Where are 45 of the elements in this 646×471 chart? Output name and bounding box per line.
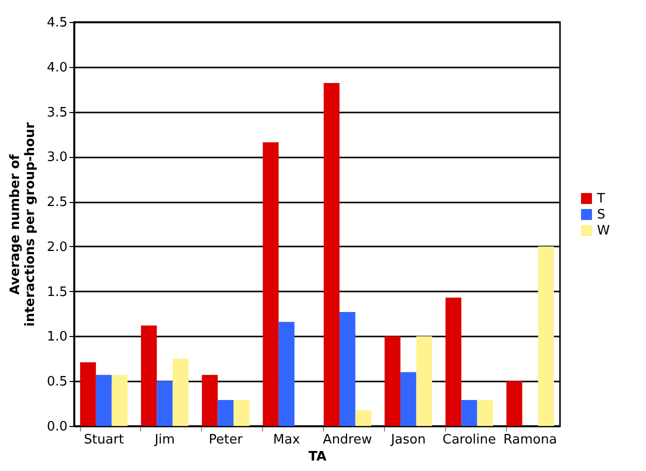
- bar: [80, 362, 96, 426]
- y-tick-label: 0.5: [46, 374, 68, 390]
- bar: [234, 400, 250, 426]
- y-tick-label: 1.0: [46, 330, 68, 345]
- x-tick-label: Caroline: [442, 432, 496, 448]
- bar: [384, 336, 400, 426]
- x-tick-label: Jason: [390, 432, 426, 448]
- bar: [506, 381, 522, 426]
- bar: [340, 312, 356, 426]
- bar: [202, 374, 218, 426]
- y-tick-label: 3.0: [46, 150, 68, 166]
- bar: [96, 374, 112, 426]
- bar: [172, 358, 188, 426]
- bar: [218, 400, 234, 426]
- y-tick-label: 2.0: [46, 240, 68, 255]
- y-tick-label: 3.5: [46, 105, 68, 120]
- x-axis-title: TA: [308, 450, 326, 464]
- bar: [112, 374, 128, 426]
- y-tick-label: 0.0: [46, 420, 68, 434]
- legend-label: W: [597, 224, 610, 238]
- legend-label: S: [597, 208, 606, 222]
- x-tick-label: Max: [273, 432, 300, 448]
- x-tick-label: Jim: [154, 432, 175, 448]
- bar: [446, 298, 462, 426]
- bar: [461, 400, 478, 426]
- bar: [400, 372, 416, 426]
- y-tick-label: 1.5: [46, 284, 68, 300]
- y-tick-label: 4.0: [46, 60, 68, 76]
- bar: [538, 246, 554, 426]
- y-axis-title: Average number of interactions per group-hour: [8, 122, 38, 327]
- x-tick-label: Peter: [208, 432, 244, 448]
- bar: [278, 322, 294, 426]
- x-tick-label: Ramona: [503, 432, 557, 448]
- x-tick-label: Andrew: [322, 432, 372, 448]
- bar: [156, 381, 173, 426]
- bar: [262, 142, 279, 426]
- bar: [324, 83, 340, 426]
- x-tick-label: Stuart: [84, 432, 124, 448]
- bar: [355, 410, 372, 426]
- bar: [477, 400, 494, 426]
- y-tick-label: 4.5: [46, 16, 68, 30]
- bar: [140, 325, 157, 426]
- y-tick-label: 2.5: [46, 195, 68, 210]
- bar: [416, 336, 432, 426]
- legend-label: T: [596, 192, 605, 206]
